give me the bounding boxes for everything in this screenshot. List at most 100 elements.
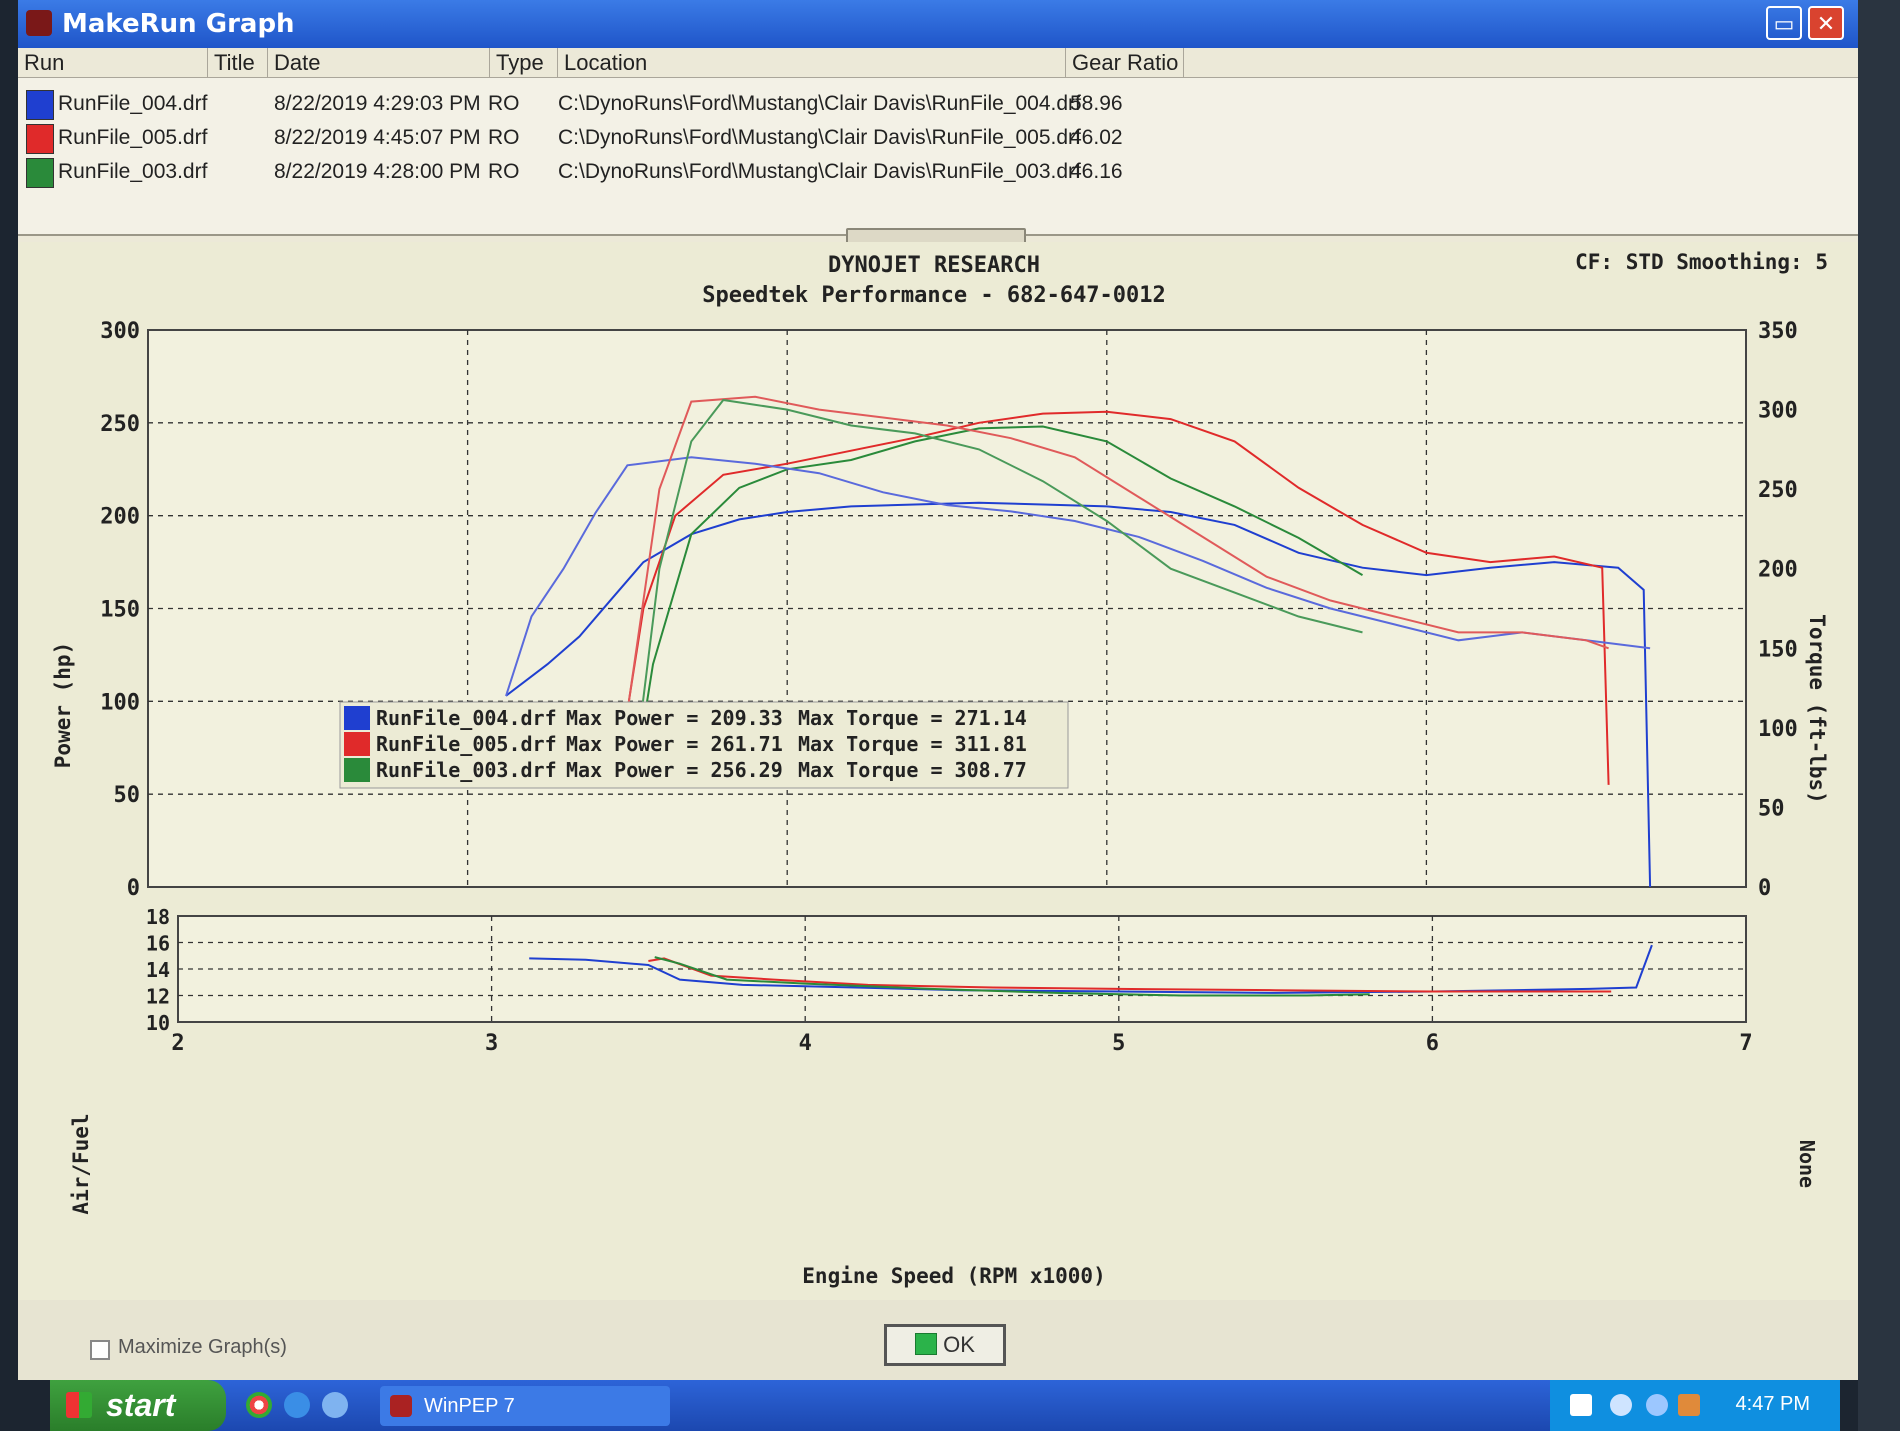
afr-tick-label: 16: [146, 932, 170, 956]
run-name: RunFile_005.drf: [58, 126, 208, 149]
column-header-date[interactable]: Date: [268, 48, 490, 78]
taskbar-item-winpep[interactable]: WinPEP 7: [380, 1386, 670, 1426]
run-date: 8/22/2019 4:28:00 PM: [274, 160, 481, 183]
quicklaunch-icon[interactable]: [322, 1392, 348, 1418]
legend-max-torque: Max Torque = 271.14: [798, 706, 1027, 730]
run-gear-ratio: 46.02: [1070, 126, 1123, 149]
help-icon[interactable]: [1570, 1394, 1592, 1416]
run-date: 8/22/2019 4:29:03 PM: [274, 92, 481, 115]
chart-subtitle: Speedtek Performance - 682-647-0012: [702, 283, 1166, 308]
afr-tick-label: 14: [146, 958, 170, 982]
legend-max-torque: Max Torque = 311.81: [798, 732, 1027, 756]
chart-legend: RunFile_004.drf Max Power = 209.33 Max T…: [339, 701, 1069, 789]
x-tick-label: 2: [171, 1031, 184, 1056]
power-torque-plot: 0 50 100 150 200 250 300 0 50 100 150 200 250 300 350: [100, 319, 1798, 901]
power-tick-label: 200: [100, 505, 140, 530]
legend-swatch: [344, 758, 370, 782]
torque-tick-label: 200: [1758, 558, 1798, 583]
screen-bezel: [1858, 0, 1900, 1431]
taskbar-item-label: WinPEP 7: [424, 1395, 515, 1417]
run-type: RO: [488, 126, 520, 149]
system-tray: 4:47 PM: [1550, 1380, 1840, 1431]
torque-tick-label: 0: [1758, 876, 1771, 901]
torque-series-line: [505, 456, 1651, 697]
legend-file: RunFile_005.drf: [376, 732, 557, 756]
torque-tick-label: 350: [1758, 319, 1798, 344]
app-icon: [26, 10, 52, 36]
run-date: 8/22/2019 4:45:07 PM: [274, 126, 481, 149]
afr-tick-label: 12: [146, 985, 170, 1009]
windows-flag-icon: [66, 1392, 92, 1418]
plot-frame: [147, 329, 1747, 888]
network-icon[interactable]: [1610, 1394, 1632, 1416]
legend-max-torque: Max Torque = 308.77: [798, 758, 1027, 782]
volume-icon[interactable]: [1646, 1394, 1668, 1416]
run-location: C:\DynoRuns\Ford\Mustang\Clair Davis\Run…: [558, 126, 1081, 149]
dyno-chart: DYNOJET RESEARCH Speedtek Performance - …: [51, 250, 1829, 1288]
torque-tick-label: 100: [1758, 717, 1798, 742]
legend-max-power: Max Power = 209.33: [566, 706, 783, 730]
x-tick-label: 5: [1112, 1031, 1125, 1056]
afr-tick-label: 10: [146, 1011, 170, 1035]
legend-swatch: [344, 706, 370, 730]
power-tick-label: 100: [100, 690, 140, 715]
power-tick-label: 0: [127, 876, 140, 901]
afr-axis-label: Air/Fuel: [69, 1113, 93, 1214]
run-row[interactable]: RunFile_003.drf 8/22/2019 4:28:00 PM RO …: [18, 156, 1218, 190]
column-header-run[interactable]: Run: [18, 48, 208, 78]
winpep-icon: [390, 1395, 412, 1417]
run-type: RO: [488, 160, 520, 183]
start-button[interactable]: start: [50, 1380, 226, 1431]
afr-right-label: None: [1795, 1140, 1819, 1188]
taskbar-clock: 4:47 PM: [1735, 1393, 1810, 1415]
power-tick-label: 250: [100, 412, 140, 437]
bottom-bar: Maximize Graph(s) OK: [18, 1300, 1858, 1380]
run-type: RO: [488, 92, 520, 115]
x-tick-label: 6: [1426, 1031, 1439, 1056]
internet-explorer-icon[interactable]: [284, 1392, 310, 1418]
graph-panel: DYNOJET RESEARCH Speedtek Performance - …: [18, 242, 1858, 1300]
tray-app-icon[interactable]: [1678, 1394, 1700, 1416]
run-name: RunFile_003.drf: [58, 160, 208, 183]
afr-series-line: [654, 956, 1370, 997]
run-location: C:\DynoRuns\Ford\Mustang\Clair Davis\Run…: [558, 160, 1081, 183]
title-bar: MakeRun Graph ▭ ✕: [18, 0, 1858, 48]
power-axis-label: Power (hp): [51, 642, 75, 768]
torque-tick-label: 150: [1758, 637, 1798, 662]
x-tick-label: 4: [799, 1031, 812, 1056]
ok-check-icon: [915, 1333, 938, 1355]
maximize-graphs-checkbox[interactable]: [90, 1340, 110, 1360]
run-row[interactable]: RunFile_005.drf 8/22/2019 4:45:07 PM RO …: [18, 122, 1218, 156]
maximize-graphs-label[interactable]: Maximize Graph(s): [118, 1336, 287, 1358]
run-gear-ratio: 58.96: [1070, 92, 1123, 115]
column-header-title[interactable]: Title: [208, 48, 268, 78]
chrome-icon[interactable]: [246, 1392, 272, 1418]
close-button[interactable]: ✕: [1808, 6, 1844, 40]
run-list: Run Title Date Type Location Gear Ratio …: [18, 48, 1858, 236]
window-title: MakeRun Graph: [62, 9, 295, 39]
column-header-type[interactable]: Type: [490, 48, 558, 78]
power-series-line: [632, 425, 1364, 786]
legend-swatch: [344, 732, 370, 756]
ok-button[interactable]: OK: [884, 1324, 1006, 1366]
restore-button[interactable]: ▭: [1766, 6, 1802, 40]
run-color-swatch: [26, 158, 54, 188]
x-tick-label: 7: [1739, 1031, 1752, 1056]
legend-max-power: Max Power = 261.71: [566, 732, 783, 756]
legend-box: [339, 701, 1069, 789]
torque-tick-label: 250: [1758, 478, 1798, 503]
run-gear-ratio: 46.16: [1070, 160, 1123, 183]
column-header-location[interactable]: Location: [558, 48, 1066, 78]
power-tick-label: 50: [114, 783, 141, 808]
power-series-line: [626, 410, 1610, 785]
torque-axis-label: Torque (ft-lbs): [1805, 614, 1829, 804]
column-header-gear-ratio[interactable]: Gear Ratio: [1066, 48, 1184, 78]
taskbar: start WinPEP 7 4:47 PM: [50, 1380, 1840, 1431]
power-tick-label: 150: [100, 598, 140, 623]
torque-tick-label: 50: [1758, 796, 1785, 821]
chart-title: DYNOJET RESEARCH: [828, 253, 1040, 278]
run-row[interactable]: RunFile_004.drf 8/22/2019 4:29:03 PM RO …: [18, 88, 1218, 122]
legend-file: RunFile_003.drf: [376, 758, 557, 782]
torque-series-line: [632, 398, 1363, 776]
